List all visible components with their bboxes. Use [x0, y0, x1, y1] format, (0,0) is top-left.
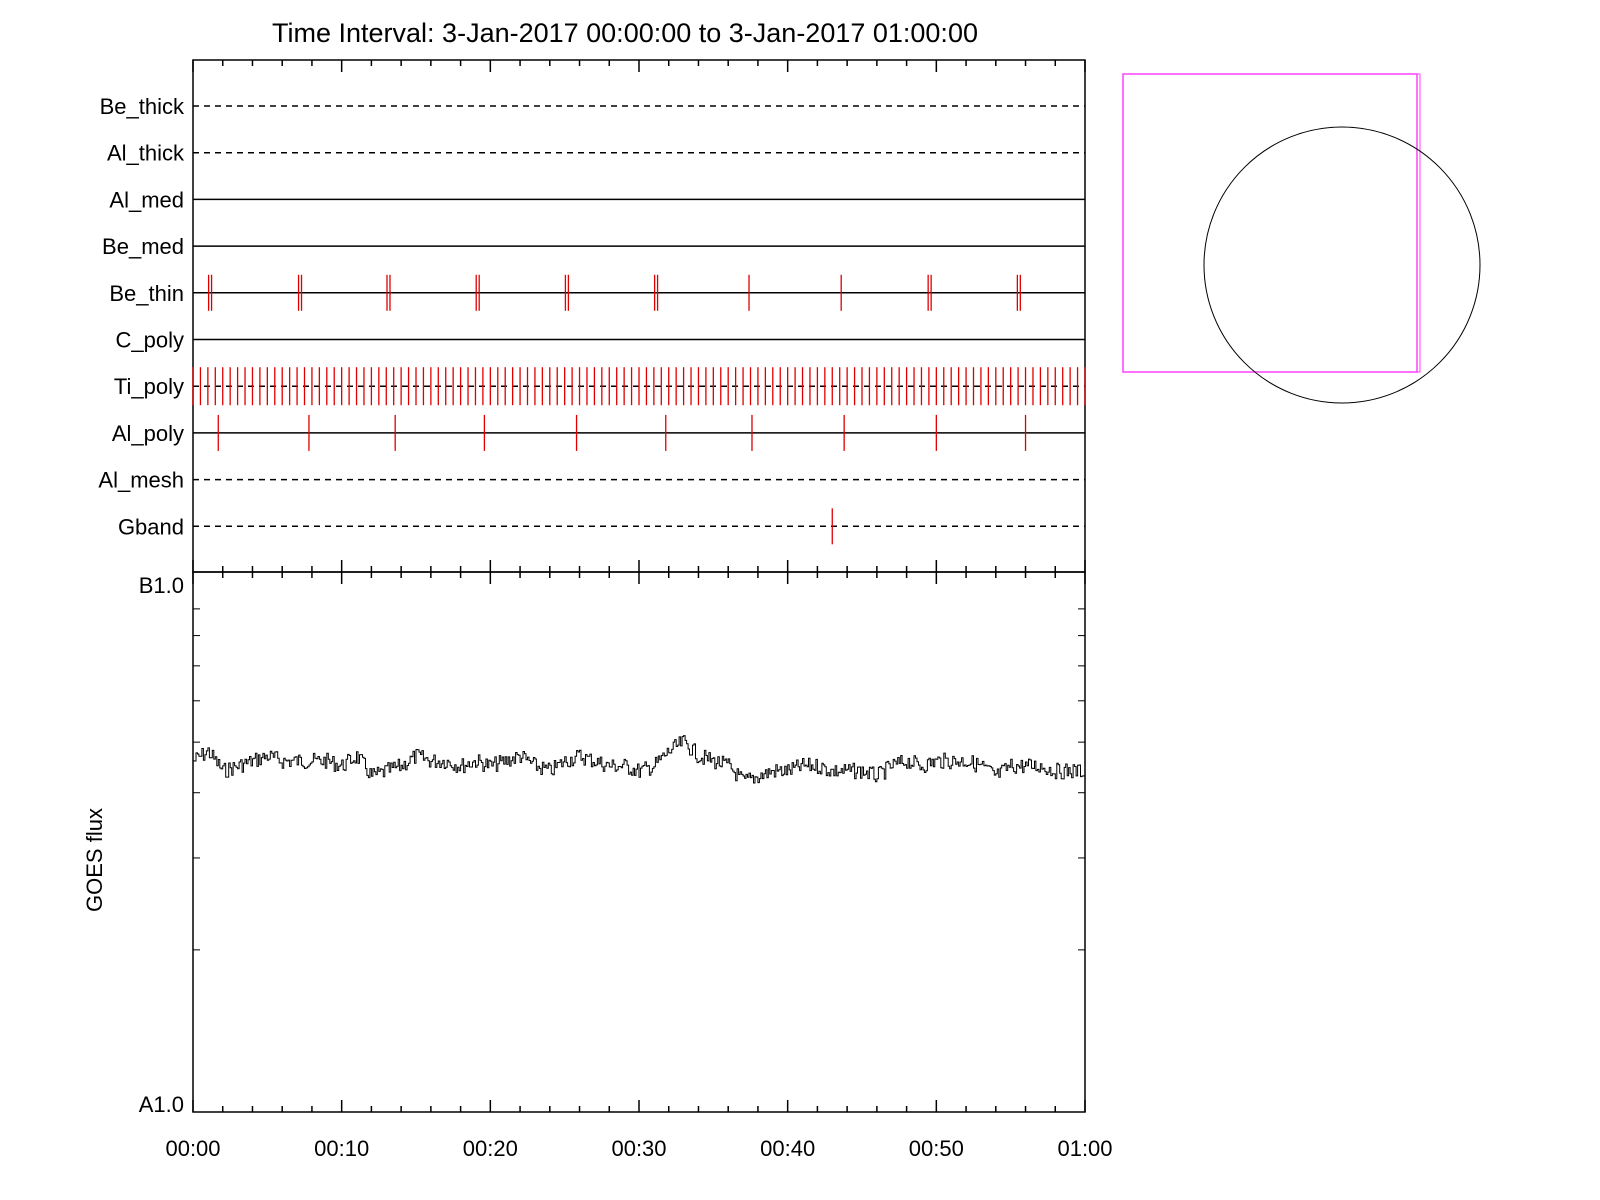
timeline-row-label: Al_med	[109, 187, 184, 212]
goes-x-tick-label: 00:50	[909, 1136, 964, 1161]
timeline-frame	[192, 59, 1086, 573]
goes-x-tick-label: 00:10	[314, 1136, 369, 1161]
goes-y-tick-label-bottom: A1.0	[139, 1092, 184, 1117]
timeline-row-label: Al_thick	[107, 141, 185, 166]
goes-x-tick-label: 00:00	[165, 1136, 220, 1161]
goes-y-tick-label-top: B1.0	[139, 573, 184, 598]
timeline-row-label: Al_mesh	[98, 468, 184, 493]
timeline-row-label: Al_poly	[112, 421, 184, 446]
sun-disk	[1203, 126, 1481, 404]
timeline-row-label: Ti_poly	[114, 374, 184, 399]
timeline-panel: Be_thick Al_thick Al_med Be_med Be_thin C_pol…	[98, 59, 1086, 573]
timeline-row-label: Gband	[118, 514, 184, 539]
fov-box	[1122, 73, 1418, 373]
timeline-row-label: Be_med	[102, 234, 184, 259]
goes-x-tick-label: 00:20	[463, 1136, 518, 1161]
field-of-view-panel	[1122, 73, 1481, 404]
timeline-row-label: Be_thick	[100, 94, 185, 119]
fov-box-outline	[1122, 73, 1421, 373]
timeline-row-label: C_poly	[116, 328, 184, 353]
goes-y-axis-label: GOES flux	[82, 808, 107, 912]
goes-x-tick-label: 00:30	[611, 1136, 666, 1161]
goes-flux-panel: 00:00 00:10 00:20 00:30 00:40 00:50 01:00 B1.0 A…	[82, 571, 1113, 1161]
goes-frame	[192, 571, 1086, 1113]
chart-title: Time Interval: 3-Jan-2017 00:00:00 to 3-…	[272, 18, 978, 48]
goes-x-tick-label: 01:00	[1057, 1136, 1112, 1161]
goes-flux-line	[193, 735, 1086, 784]
timeline-row-label: Be_thin	[109, 281, 184, 306]
goes-x-tick-label: 00:40	[760, 1136, 815, 1161]
